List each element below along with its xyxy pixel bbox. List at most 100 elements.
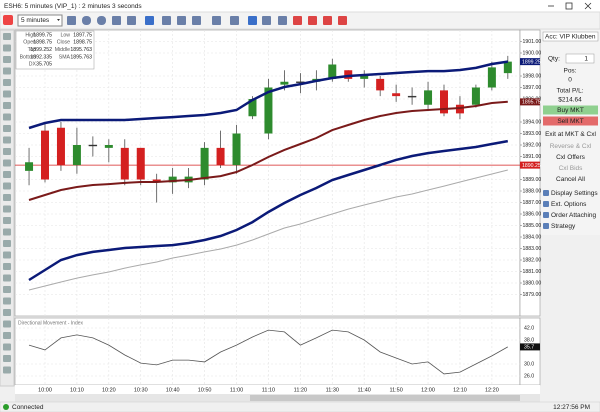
x-tick-label: 11:40: [358, 387, 371, 393]
interval-text: 5 minutes: [21, 17, 50, 24]
y-tick-label: 26.0: [524, 373, 534, 379]
pos-value: 0: [568, 77, 572, 84]
candle-body: [248, 99, 257, 117]
candle-body: [56, 127, 65, 166]
candle-body: [344, 70, 353, 79]
indicator-marker-label: 35.7: [524, 345, 534, 351]
clock: 12:27:56 PM: [553, 404, 590, 411]
y-tick-label: 1898.00: [523, 73, 542, 79]
order-button-label: Cxl Offers: [556, 154, 586, 161]
menu-icon[interactable]: [543, 223, 549, 229]
candle-body: [104, 145, 113, 148]
tool-icon[interactable]: [3, 56, 11, 63]
tool-icon[interactable]: [3, 125, 11, 132]
tool-icon[interactable]: [3, 286, 11, 293]
order-button[interactable]: [543, 129, 598, 139]
info-label: Open: [23, 40, 36, 46]
menu-icon[interactable]: [543, 201, 549, 207]
tool-icon[interactable]: [3, 320, 11, 328]
order-button-label: Sell MKT: [557, 118, 583, 125]
pos-label: Pos:: [563, 68, 576, 75]
account-dropdown[interactable]: [542, 31, 599, 42]
tool-icon[interactable]: [3, 263, 11, 270]
menu-icon[interactable]: [543, 190, 549, 196]
tool-icon[interactable]: [3, 148, 11, 155]
order-button-label: Buy MKT: [557, 107, 584, 114]
y-tick-label: 1892.00: [523, 142, 542, 148]
x-tick-label: 12:20: [485, 387, 499, 393]
menu-item[interactable]: Order Attaching: [551, 212, 597, 219]
tool-icon[interactable]: [3, 355, 11, 362]
info-value: 1899.75: [33, 32, 52, 38]
tool-icon[interactable]: [3, 171, 11, 178]
menu-item[interactable]: Display Settings: [551, 190, 598, 197]
menu-item[interactable]: Strategy: [551, 223, 576, 230]
tool-icon[interactable]: [3, 182, 11, 190]
info-label: Close: [57, 40, 70, 46]
x-tick-label: 10:30: [134, 387, 148, 393]
tool-icon[interactable]: [3, 205, 11, 213]
tool-icon[interactable]: [3, 102, 11, 109]
tool-icon[interactable]: [3, 240, 11, 247]
tool-icon[interactable]: [3, 67, 11, 75]
menu-item[interactable]: Ext. Options: [551, 201, 587, 208]
y-tick-label: 1891.00: [523, 154, 542, 160]
tool-icon[interactable]: [3, 274, 11, 282]
y-tick-label: 1883.00: [523, 246, 542, 252]
tool-icon[interactable]: [3, 90, 11, 98]
order-button[interactable]: [543, 116, 598, 126]
window-controls[interactable]: [548, 2, 592, 10]
tool-icon[interactable]: [3, 15, 13, 25]
y-tick-label: 30.0: [524, 361, 534, 367]
tool-icon[interactable]: [3, 228, 11, 236]
indicator-title: Directional Movement - Index: [18, 320, 84, 326]
tool-icon[interactable]: [3, 79, 11, 86]
tool-icon[interactable]: [3, 251, 11, 259]
tool-icon[interactable]: [3, 366, 11, 374]
y-tick-label: 42.0: [524, 325, 534, 331]
tool-icon[interactable]: [3, 309, 11, 316]
candle-body: [120, 147, 129, 180]
tool-icon[interactable]: [3, 297, 11, 305]
x-tick-label: 11:50: [389, 387, 402, 393]
order-button-label: Reverse & Cxl: [550, 143, 592, 150]
tool-icon[interactable]: [3, 194, 11, 201]
scroll-thumb[interactable]: [250, 395, 520, 401]
tool-icon[interactable]: [3, 113, 11, 121]
tool-icon[interactable]: [3, 44, 11, 52]
order-button[interactable]: [543, 141, 598, 151]
info-label: DX: [29, 62, 37, 68]
pl-value: $214.64: [558, 97, 582, 104]
y-tick-label: 1884.00: [523, 234, 542, 240]
info-box: [15, 30, 95, 70]
tool-icon[interactable]: [3, 343, 11, 351]
interval-dropdown[interactable]: [17, 14, 63, 27]
price-marker-label: 1890.25: [522, 163, 541, 169]
candle-body: [487, 67, 496, 88]
x-tick-label: 11:00: [230, 387, 243, 393]
candle-body: [503, 61, 512, 74]
tool-icon[interactable]: [3, 159, 11, 167]
menu-icon[interactable]: [543, 212, 549, 218]
tool-icon[interactable]: [3, 332, 11, 339]
tool-icon[interactable]: [3, 33, 11, 40]
order-button[interactable]: [543, 105, 598, 115]
drawing-tools[interactable]: [3, 33, 11, 374]
info-label: High: [25, 32, 36, 38]
tool-icon[interactable]: [3, 217, 11, 224]
time-axis: [15, 385, 540, 394]
candle-body: [471, 87, 480, 105]
info-value: 1895.763: [70, 47, 92, 53]
info-label: Middle: [55, 47, 70, 53]
y-tick-label: 1880.00: [523, 280, 542, 286]
indicator-marker: [520, 343, 540, 351]
toolbar-icons[interactable]: [67, 16, 347, 25]
order-button[interactable]: [543, 174, 598, 184]
qty-input[interactable]: [565, 53, 595, 64]
order-button[interactable]: [543, 152, 598, 162]
tool-icon[interactable]: [3, 136, 11, 144]
candle-body: [25, 162, 34, 171]
candle-body: [328, 64, 337, 79]
order-button[interactable]: [543, 163, 598, 173]
